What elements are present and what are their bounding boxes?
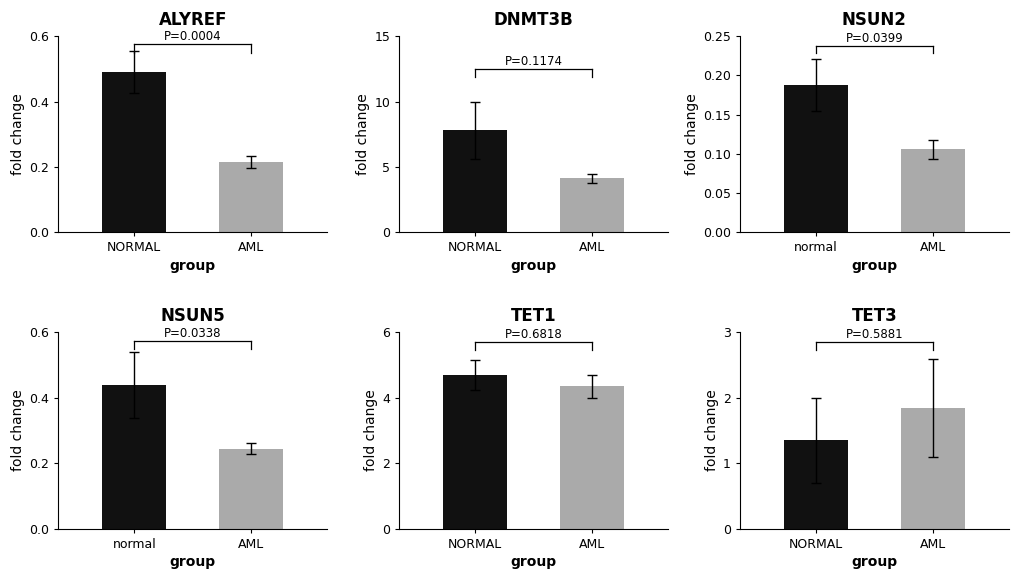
Text: P=0.0399: P=0.0399 bbox=[845, 32, 903, 45]
Bar bbox=[900, 408, 964, 529]
Title: ALYREF: ALYREF bbox=[158, 11, 227, 29]
Title: NSUN2: NSUN2 bbox=[841, 11, 906, 29]
Bar bbox=[559, 178, 624, 233]
Y-axis label: fold change: fold change bbox=[11, 93, 25, 175]
Text: P=0.5881: P=0.5881 bbox=[845, 328, 903, 341]
Y-axis label: fold change: fold change bbox=[356, 93, 370, 175]
Bar bbox=[900, 149, 964, 233]
Y-axis label: fold change: fold change bbox=[364, 390, 378, 472]
Text: P=0.6818: P=0.6818 bbox=[504, 328, 561, 341]
Bar bbox=[219, 448, 283, 529]
Text: P=0.0004: P=0.0004 bbox=[164, 30, 221, 44]
Bar bbox=[102, 72, 166, 233]
Bar bbox=[783, 85, 847, 233]
Text: P=0.0338: P=0.0338 bbox=[164, 327, 221, 340]
Bar bbox=[102, 385, 166, 529]
X-axis label: group: group bbox=[851, 259, 897, 273]
Title: DNMT3B: DNMT3B bbox=[493, 11, 573, 29]
X-axis label: group: group bbox=[511, 555, 556, 569]
Title: TET1: TET1 bbox=[511, 307, 555, 325]
Title: NSUN5: NSUN5 bbox=[160, 307, 225, 325]
Y-axis label: fold change: fold change bbox=[704, 390, 718, 472]
X-axis label: group: group bbox=[851, 555, 897, 569]
X-axis label: group: group bbox=[511, 259, 556, 273]
Title: TET3: TET3 bbox=[851, 307, 897, 325]
Bar bbox=[442, 375, 506, 529]
Bar bbox=[783, 440, 847, 529]
X-axis label: group: group bbox=[169, 555, 216, 569]
Bar bbox=[442, 130, 506, 233]
Y-axis label: fold change: fold change bbox=[11, 390, 25, 472]
Y-axis label: fold change: fold change bbox=[684, 93, 698, 175]
Text: P=0.1174: P=0.1174 bbox=[504, 55, 562, 68]
X-axis label: group: group bbox=[169, 259, 216, 273]
Bar bbox=[219, 162, 283, 233]
Bar bbox=[559, 386, 624, 529]
